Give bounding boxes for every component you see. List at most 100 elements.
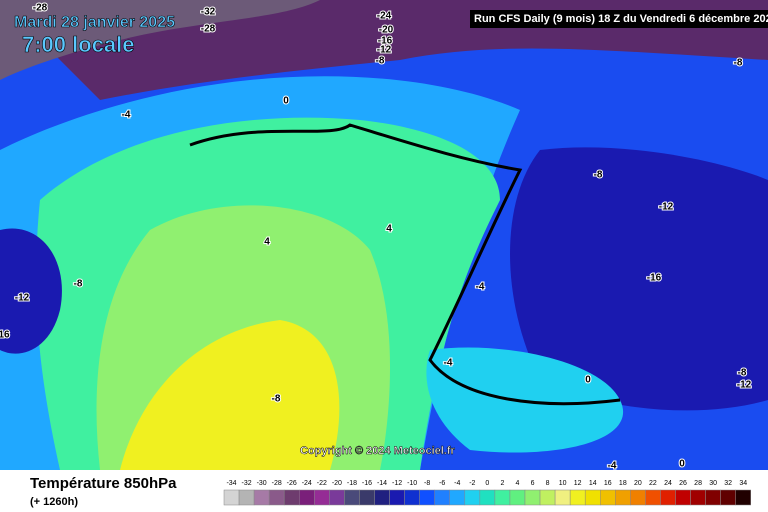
run-box bbox=[470, 10, 768, 28]
mediterranean-zone bbox=[426, 347, 624, 453]
scale-label: 2 bbox=[500, 480, 504, 487]
scale-swatch bbox=[569, 489, 586, 506]
scale-label: -34 bbox=[226, 480, 236, 487]
scale-swatch bbox=[299, 489, 315, 506]
scale-label: 34 bbox=[739, 480, 747, 487]
contour-label: -28 bbox=[33, 3, 48, 14]
scale-label: -12 bbox=[392, 480, 402, 487]
contour-label: -8 bbox=[738, 368, 747, 379]
scale-swatch bbox=[464, 489, 481, 506]
contour-label: -12 bbox=[377, 45, 392, 56]
contour-label: -8 bbox=[74, 279, 83, 290]
scale-swatch bbox=[419, 489, 435, 506]
contour-label: -4 bbox=[444, 358, 453, 369]
scale-swatch bbox=[720, 489, 736, 506]
contour-label: -12 bbox=[737, 380, 752, 391]
scale-swatch bbox=[735, 489, 752, 506]
scale-label: 30 bbox=[709, 480, 717, 487]
scale-swatch bbox=[705, 489, 721, 506]
scale-label: -24 bbox=[302, 480, 312, 487]
copyright: Copyright © 2024 Meteociel.fr bbox=[300, 445, 456, 457]
scale-swatch bbox=[630, 489, 646, 506]
warmest-zone bbox=[120, 320, 340, 470]
scale-label: 32 bbox=[724, 480, 732, 487]
scale-label: -26 bbox=[287, 480, 297, 487]
color-scale: -34 -32 -30 -28 -26 -24 -22 -20 -18 -16 -14 -12 -10-… bbox=[223, 480, 752, 506]
scale-label: -4 bbox=[454, 480, 460, 487]
forecast-date: Mardi 28 janvier 2025 bbox=[14, 14, 175, 31]
contour-label: 4 bbox=[264, 237, 270, 248]
contour-label: -8 bbox=[272, 394, 281, 405]
scale-label: -18 bbox=[347, 480, 357, 487]
scale-swatch bbox=[584, 489, 601, 506]
scale-swatch bbox=[449, 489, 466, 506]
scale-swatch bbox=[524, 489, 541, 506]
scale-label: 24 bbox=[664, 480, 672, 487]
scale-swatch bbox=[329, 489, 345, 506]
contour-label: -32 bbox=[201, 7, 216, 18]
scale-label: 20 bbox=[634, 480, 642, 487]
scale-swatch bbox=[268, 489, 285, 506]
forecast-time: 7:00 locale bbox=[22, 32, 135, 57]
scale-label: 8 bbox=[546, 480, 550, 487]
scale-label: 10 bbox=[559, 480, 567, 487]
scale-swatch bbox=[404, 489, 420, 506]
scale-swatch bbox=[344, 489, 360, 506]
scale-label: -32 bbox=[242, 480, 252, 487]
scale-swatch bbox=[283, 489, 300, 506]
scale-label: -6 bbox=[439, 480, 445, 487]
contour-label: -16 bbox=[647, 273, 662, 284]
contour-label: -24 bbox=[377, 11, 392, 22]
scale-swatch bbox=[645, 489, 661, 506]
scale-swatch bbox=[223, 489, 240, 506]
scale-label: 22 bbox=[649, 480, 657, 487]
contour-label: -8 bbox=[594, 170, 603, 181]
contour-label: -8 bbox=[734, 58, 743, 69]
scale-label: -14 bbox=[377, 480, 387, 487]
scale-swatch bbox=[509, 489, 526, 506]
run-info: Run CFS Daily (9 mois) 18 Z du Vendredi … bbox=[474, 13, 768, 25]
contour-label: -4 bbox=[122, 110, 131, 121]
scale-swatch bbox=[494, 489, 511, 506]
contour-label: 0 bbox=[283, 96, 289, 107]
contour-label: -12 bbox=[15, 293, 30, 304]
contour-label: -4 bbox=[476, 282, 485, 293]
scale-label: 6 bbox=[531, 480, 535, 487]
scale-swatch bbox=[690, 489, 706, 506]
footer-title: Température 850hPa bbox=[30, 475, 177, 492]
footer-subtitle: (+ 1260h) bbox=[30, 496, 78, 508]
scale-swatch bbox=[660, 489, 676, 506]
scale-label: -20 bbox=[332, 480, 342, 487]
scale-label: 18 bbox=[619, 480, 627, 487]
scale-label: 0 bbox=[485, 480, 489, 487]
contour-label: 0 bbox=[585, 375, 591, 386]
scale-label: -2 bbox=[469, 480, 475, 487]
cold-core bbox=[0, 0, 320, 80]
scale-swatch bbox=[600, 489, 616, 506]
scale-swatch bbox=[615, 489, 631, 506]
contour-label: -8 bbox=[376, 56, 385, 67]
scale-label: 4 bbox=[516, 480, 520, 487]
scale-label: 14 bbox=[589, 480, 597, 487]
contour-label: -12 bbox=[659, 202, 674, 213]
scale-swatch bbox=[554, 489, 571, 506]
cold-pool-west bbox=[0, 228, 62, 354]
contour-label: 4 bbox=[386, 224, 392, 235]
scale-label: -28 bbox=[272, 480, 282, 487]
contour-label: -16 bbox=[378, 36, 393, 47]
scale-swatch bbox=[359, 489, 375, 506]
scale-label: 28 bbox=[694, 480, 702, 487]
contour-label: -28 bbox=[201, 24, 216, 35]
scale-label: -10 bbox=[407, 480, 417, 487]
scale-swatch bbox=[314, 489, 330, 506]
scale-label: -30 bbox=[257, 480, 267, 487]
scale-swatch bbox=[253, 489, 270, 506]
scale-swatch bbox=[238, 489, 255, 506]
contour-label: 16 bbox=[0, 330, 10, 341]
scale-swatch bbox=[675, 489, 691, 506]
scale-swatch bbox=[479, 489, 496, 506]
scale-label: 16 bbox=[604, 480, 612, 487]
scale-swatch bbox=[374, 489, 390, 506]
scale-label: 12 bbox=[574, 480, 582, 487]
